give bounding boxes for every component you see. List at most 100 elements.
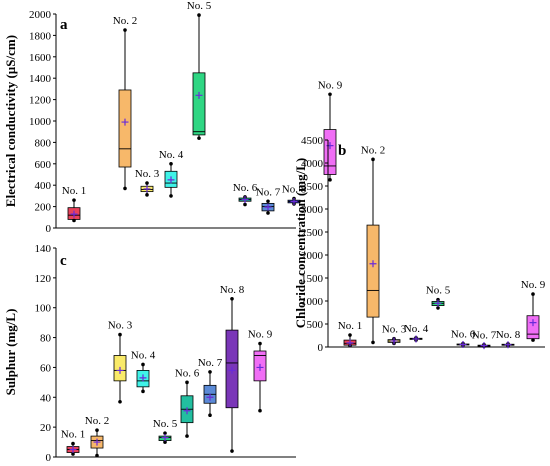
box-3: No. 3 (108, 320, 133, 404)
box-3: No. 3 (382, 324, 407, 346)
max-point (266, 199, 270, 204)
box-7: No. 7 (472, 330, 497, 350)
box-label: No. 7 (198, 357, 223, 369)
box-1: No. 1 (61, 429, 85, 456)
y-tick-label: 2000 (29, 9, 52, 21)
box-4: No. 4 (131, 349, 156, 394)
box-label: No. 3 (382, 324, 407, 336)
y-tick-label: 60 (40, 362, 52, 374)
mean-marker (434, 299, 442, 307)
y-tick-label: 40 (40, 392, 52, 404)
max-point (328, 92, 332, 97)
y-tick-label: 1200 (29, 95, 52, 107)
min-point (258, 408, 262, 413)
box-2: No. 2 (113, 15, 137, 191)
box-3: No. 3 (135, 168, 160, 197)
y-axis-title: Electrical conductivity (µS/cm) (3, 35, 18, 207)
box-label: No. 3 (108, 320, 133, 332)
box-5: No. 5 (153, 418, 178, 444)
box-label: No. 4 (131, 349, 156, 361)
y-tick-label: 1800 (29, 30, 52, 42)
max-point (145, 181, 149, 185)
y-tick-label: 2500 (301, 227, 324, 239)
min-point (71, 452, 75, 456)
y-tick-label: 0 (46, 223, 52, 235)
max-point (118, 332, 122, 337)
mean-marker (93, 438, 101, 446)
mean-marker (70, 210, 78, 218)
box-label: No. 3 (135, 168, 160, 180)
mean-marker (69, 446, 77, 454)
y-tick-label: 120 (35, 273, 52, 285)
y-tick-label: 100 (35, 303, 52, 315)
mean-marker (264, 203, 272, 211)
box-4: No. 4 (159, 149, 184, 198)
box-label: No. 1 (62, 185, 86, 197)
min-point (266, 211, 270, 215)
box-5: No. 5 (426, 285, 451, 310)
box-label: No. 5 (187, 0, 212, 12)
box-label: No. 1 (61, 429, 85, 441)
box-6: No. 6 (233, 182, 258, 207)
box-9: No. 9 (248, 329, 273, 413)
box-label: No. 4 (159, 149, 184, 161)
box-label: No. 7 (256, 186, 281, 198)
min-point (208, 413, 212, 418)
max-point (141, 362, 145, 367)
min-point (72, 218, 76, 223)
mean-marker (121, 118, 129, 126)
max-point (71, 441, 75, 446)
min-point (197, 136, 201, 140)
min-point (169, 194, 173, 198)
box-label: No. 8 (220, 284, 245, 296)
box-body (118, 89, 132, 168)
box-label: No. 8 (282, 184, 307, 196)
min-point (145, 193, 149, 197)
min-point (230, 449, 234, 453)
y-tick-label: 140 (35, 243, 52, 255)
y-tick-label: 1500 (301, 273, 324, 285)
box-2: No. 2 (361, 144, 385, 345)
max-point (208, 370, 212, 374)
mean-marker (206, 393, 214, 401)
mean-marker (390, 337, 398, 345)
y-tick-label: 20 (40, 422, 52, 434)
mean-marker (412, 335, 420, 343)
box-8: No. 8 (282, 184, 307, 206)
box-5: No. 5 (187, 0, 212, 140)
box-1: No. 1 (338, 320, 362, 348)
mean-marker (241, 196, 249, 204)
chart-panel-a: 0 200 400 600 800 1000 1200 1400 1600 1800 2000 Ele… (3, 0, 343, 235)
min-point (371, 340, 375, 345)
mean-marker (161, 434, 169, 442)
max-point (163, 431, 167, 435)
mean-marker (480, 342, 488, 350)
chart-panel-b: 0 500 1000 1500 2000 2500 3000 3500 4000 4500 Chlo… (293, 135, 546, 354)
y-tick-label: 3000 (301, 204, 324, 216)
max-point (123, 28, 127, 32)
box-1: No. 1 (62, 185, 86, 223)
y-tick-label: 4500 (301, 135, 324, 147)
y-tick-label: 800 (35, 137, 52, 149)
min-point (141, 389, 145, 394)
y-tick-label: 500 (307, 319, 324, 331)
y-tick-label: 1400 (29, 73, 52, 85)
box-7: No. 7 (256, 186, 281, 215)
max-point (169, 162, 173, 166)
mean-marker (167, 176, 175, 184)
box-label: No. 5 (426, 285, 451, 297)
mean-marker (195, 91, 203, 99)
mean-marker (346, 339, 354, 347)
y-tick-label: 1000 (29, 116, 52, 128)
y-tick-label: 400 (35, 180, 52, 192)
box-label: No. 2 (85, 415, 109, 427)
mean-marker (504, 341, 512, 349)
y-tick-label: 200 (35, 202, 52, 214)
box-label: No. 5 (153, 418, 178, 430)
mean-marker (459, 340, 467, 348)
y-tick-label: 4000 (301, 158, 324, 170)
box-body (323, 129, 337, 175)
box-6: No. 6 (451, 329, 476, 348)
box-body (366, 224, 380, 318)
box-8: No. 8 (220, 284, 245, 453)
